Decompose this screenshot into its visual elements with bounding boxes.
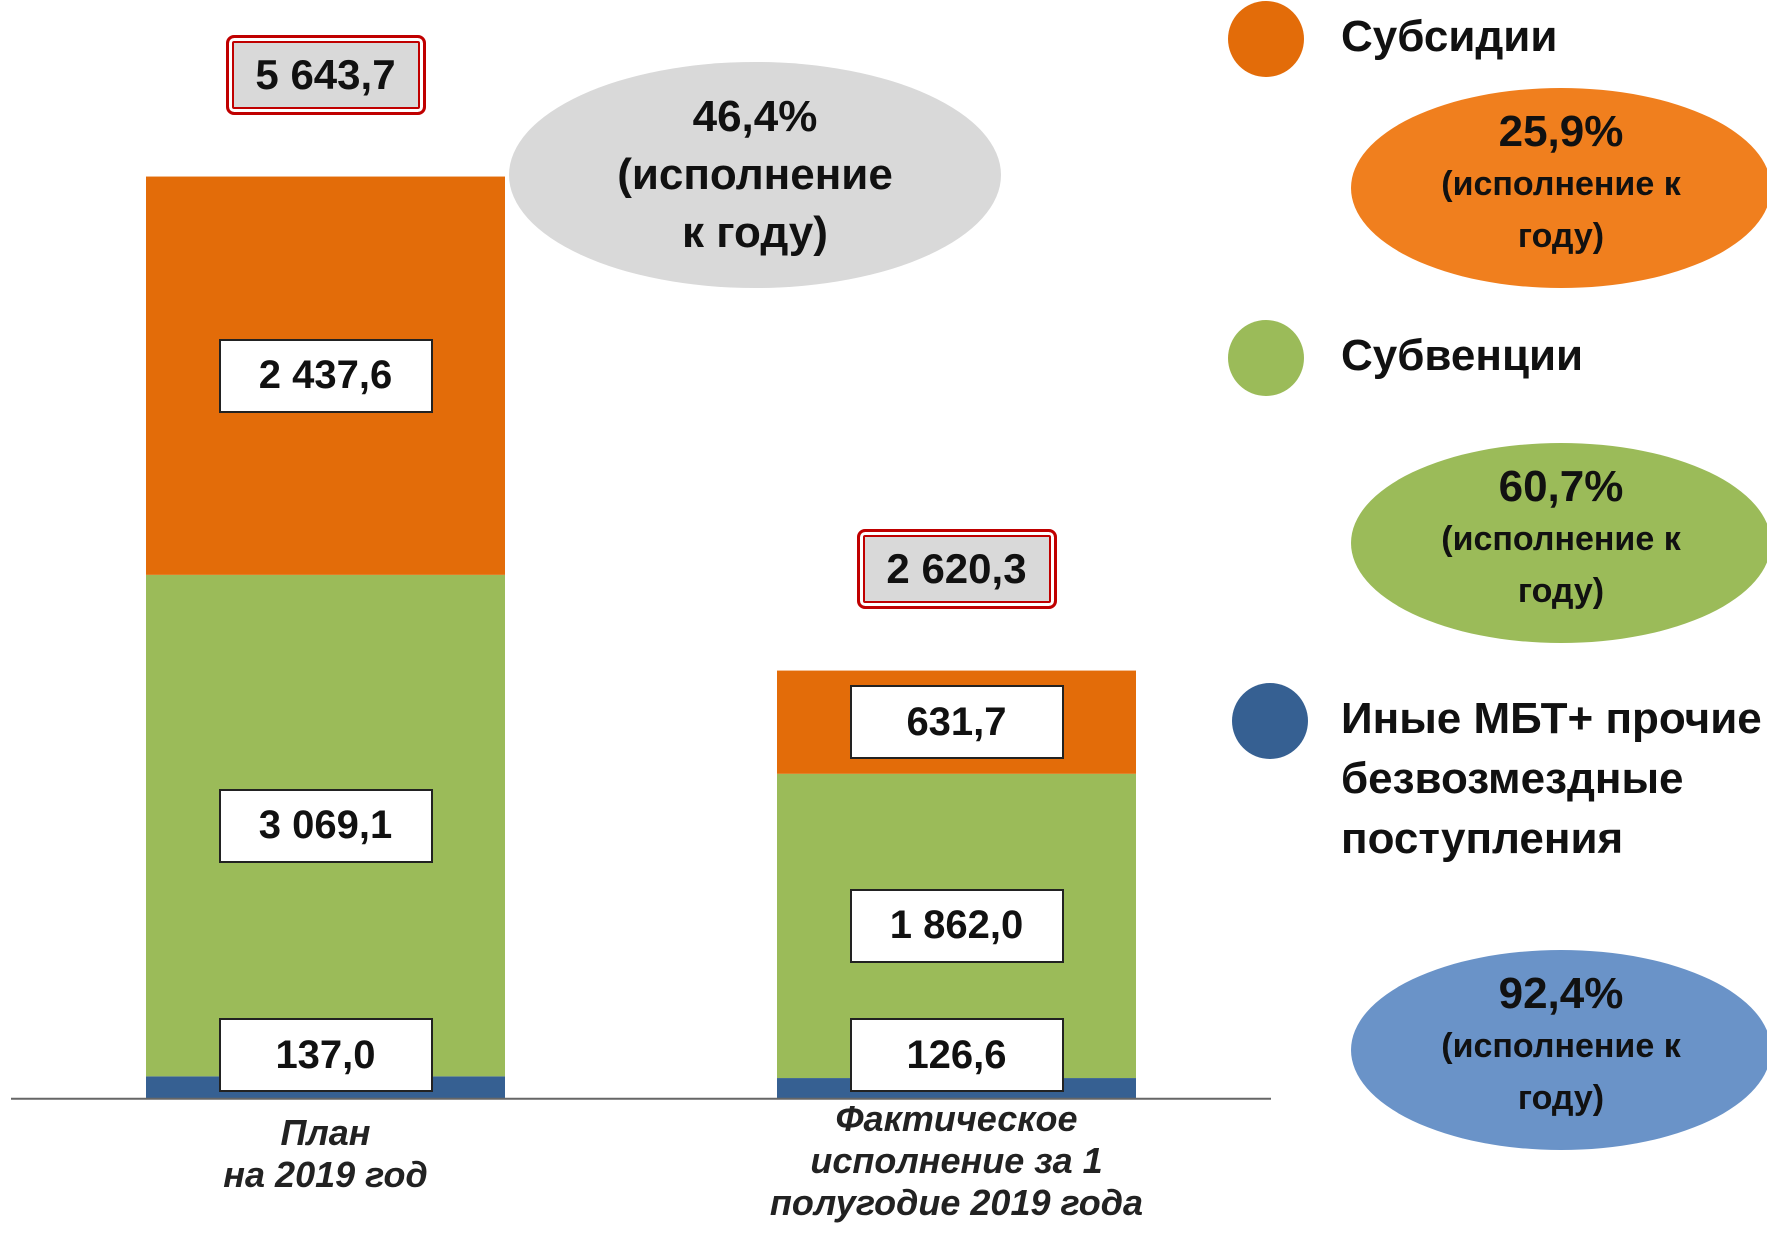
series-execution: 60,7% (исполнение к году) — [1441, 461, 1681, 617]
execution-bubble — [1351, 443, 1767, 643]
legend-label: Иные МБТ+ прочие безвозмездные поступлен… — [1341, 694, 1762, 863]
execution-note: (исполнение к году) — [1441, 165, 1681, 255]
legend-label: Субвенции — [1341, 331, 1584, 380]
execution-bubble — [509, 62, 1001, 288]
execution-note: (исполнение к году) — [1441, 1027, 1681, 1117]
execution-annotation: 46,4% (исполнение к году) — [555, 88, 955, 262]
execution-value: 92,4% — [1498, 969, 1624, 1018]
series-execution: 92,4% (исполнение к году) — [1441, 968, 1681, 1124]
execution-bubble — [1351, 950, 1767, 1150]
x-tick-label: План на 2019 год — [223, 1112, 428, 1195]
legend-label: Субсидии — [1341, 12, 1558, 61]
legend-marker — [1228, 1, 1304, 77]
total-label: 2 620,3 — [856, 529, 1057, 610]
execution-value: 25,9% — [1498, 107, 1624, 156]
value-label: 137,0 — [218, 1018, 433, 1093]
execution-value: 60,7% — [1498, 462, 1624, 511]
legend-marker — [1232, 683, 1308, 759]
legend-marker — [1228, 320, 1304, 396]
series-execution: 25,9% (исполнение к году) — [1441, 106, 1681, 262]
value-label: 2 437,6 — [218, 338, 433, 413]
value-label: 631,7 — [849, 685, 1064, 760]
x-tick-label: Фактическое исполнение за 1 полугодие 20… — [769, 1098, 1144, 1223]
total-label: 5 643,7 — [225, 35, 426, 116]
value-label: 1 862,0 — [849, 888, 1064, 963]
value-label: 3 069,1 — [218, 788, 433, 863]
execution-note: (исполнение к году) — [617, 150, 893, 257]
execution-value: 46,4% — [692, 92, 818, 141]
execution-bubble — [1351, 88, 1767, 288]
value-label: 126,6 — [849, 1018, 1064, 1093]
execution-note: (исполнение к году) — [1441, 520, 1681, 610]
